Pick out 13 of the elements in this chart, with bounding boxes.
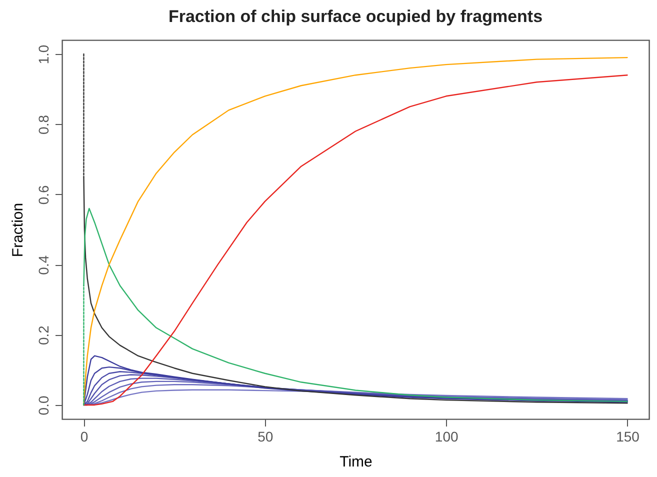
y-tick-label: 0.8	[36, 114, 52, 134]
x-tick-label: 100	[434, 428, 458, 444]
chart-title: Fraction of chip surface ocupied by fragments	[168, 7, 543, 26]
y-tick-label: 0.6	[36, 184, 52, 205]
y-tick-label: 0.2	[36, 325, 52, 346]
x-tick-label: 0	[80, 428, 88, 444]
y-tick-label: 0.0	[36, 396, 52, 416]
x-tick-label: 150	[616, 428, 640, 444]
x-axis-title: Time	[340, 454, 372, 470]
y-tick-label: 1.0	[36, 44, 52, 64]
y-tick-label: 0.4	[36, 255, 52, 275]
x-tick-label: 50	[258, 428, 274, 444]
y-axis-title: Fraction	[10, 202, 26, 258]
